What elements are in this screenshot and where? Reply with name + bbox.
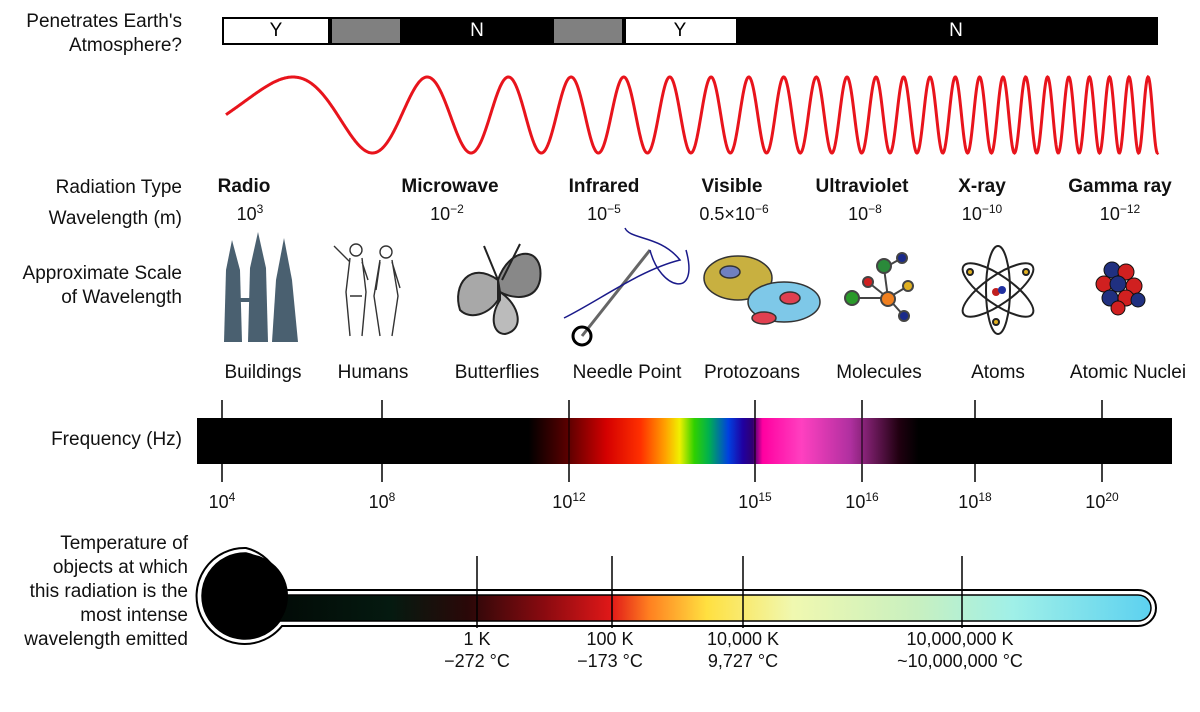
molecule-icon [844,252,914,322]
scale-object-name: Buildings [224,362,302,383]
atmosphere-segment [222,17,330,45]
atmosphere-segment [624,17,738,45]
frequency-value: 108 [368,490,396,512]
wavelength-value: 103 [236,202,264,224]
protozoan-icon [703,255,821,325]
scale-object-name: Protozoans [703,362,801,383]
frequency-value: 1012 [552,490,586,512]
humans-icon [333,243,401,337]
atmosphere-answer: N [949,20,963,41]
scale-object-name: Butterflies [454,362,540,383]
building-icon [224,232,298,342]
temperature-value: 10,000 K 9,727 °C [706,629,780,671]
temperature-label: Temperature of objects at which this radi… [24,533,188,650]
temperature-value: 100 K −173 °C [577,629,643,671]
scale-object-name: Molecules [836,362,922,383]
atmosphere-segment [552,17,624,45]
butterfly-icon [457,243,542,336]
wavelength-value: 10−10 [961,202,1003,224]
frequency-value: 1020 [1085,490,1119,512]
frequency-value: 1015 [738,490,772,512]
radiation-type-name: Radio [217,176,271,197]
scale-object-name: Atoms [971,362,1025,383]
atom-icon [961,245,1035,335]
radiation-type-name: Infrared [568,176,640,197]
wavelength-value: 10−8 [848,202,882,224]
nucleus-icon [1095,261,1146,316]
frequency-inner-ticks [568,418,863,464]
temperature-value: 1 K −272 °C [444,629,510,671]
scale-label: Approximate Scale of Wavelength [22,263,182,308]
radiation-type-name: Ultraviolet [815,176,909,197]
temperature-value: 10,000,000 K ~10,000,000 °C [897,629,1023,671]
atmosphere-segment [330,17,402,45]
atmosphere-answer: N [470,20,484,41]
atmosphere-answer: Y [673,20,687,41]
wavelength-value: 10−12 [1099,202,1141,224]
scale-object-name: Needle Point [572,362,682,383]
frequency-value: 1018 [958,490,992,512]
atmosphere-segment [402,17,552,45]
atmosphere-answer: Y [269,20,283,41]
atmosphere-segment [738,17,1158,45]
wavelength-value: 10−5 [587,202,621,224]
wavelength-value: 10−2 [430,202,464,224]
radiation-type-label: Radiation Type [55,177,182,198]
radiation-type-name: Microwave [401,176,499,197]
frequency-value: 104 [208,490,236,512]
wavelength-value: 0.5×10−6 [699,202,769,224]
frequency-label: Frequency (Hz) [51,429,182,450]
radiation-type-name: X-ray [958,176,1006,197]
frequency-ticks [221,400,1103,482]
scale-object-name: Atomic Nuclei [1069,362,1187,383]
wavelength-label: Wavelength (m) [48,208,182,229]
radiation-type-name: Visible [701,176,763,197]
frequency-value: 1016 [845,490,879,512]
em-wave [225,74,1160,156]
atmosphere-label: Penetrates Earth's Atmosphere? [26,11,182,56]
needle-icon [563,227,690,347]
frequency-bar [197,418,1172,464]
scale-object-name: Humans [337,362,409,383]
radiation-type-name: Gamma ray [1068,176,1172,197]
